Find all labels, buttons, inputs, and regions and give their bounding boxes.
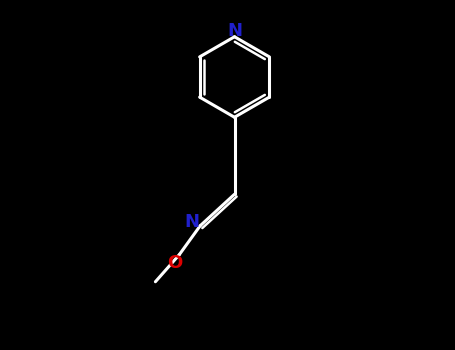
Text: N: N bbox=[184, 213, 199, 231]
Text: O: O bbox=[167, 253, 182, 272]
Text: N: N bbox=[227, 22, 242, 40]
